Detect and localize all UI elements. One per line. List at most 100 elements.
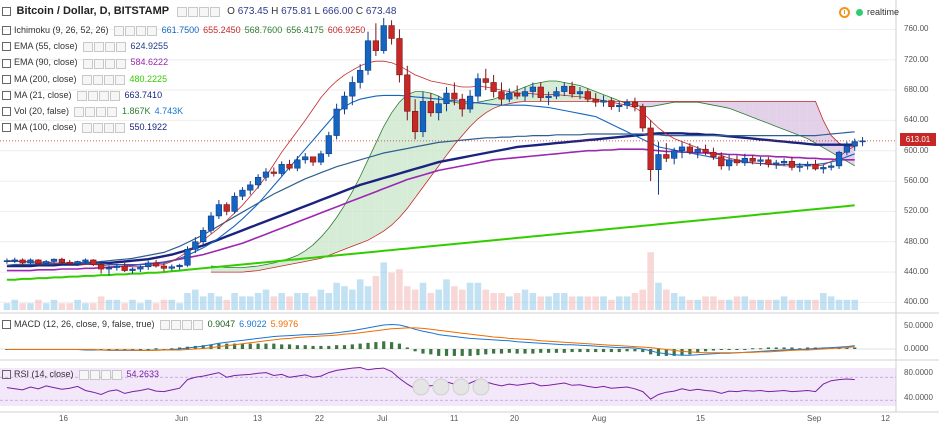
candle-body — [43, 261, 50, 265]
indicator-row[interactable]: MA (21, close) 663.7410 — [2, 89, 162, 102]
realtime-indicator[interactable]: realtime — [838, 7, 899, 19]
collapse-icon[interactable] — [2, 74, 11, 84]
indicator-value: 5.9976 — [270, 319, 299, 329]
macd-row[interactable]: MACD (12, 26, close, 9, false, true) 0.90… — [2, 318, 298, 331]
candle-body — [780, 161, 788, 164]
collapse-icon[interactable] — [2, 90, 11, 100]
indicator-buttons[interactable] — [82, 41, 127, 53]
macd-histogram-bar — [751, 348, 755, 350]
volume-bar — [490, 293, 497, 310]
cloud-segment — [642, 101, 651, 107]
cloud-segment — [705, 101, 714, 106]
candle-body — [3, 260, 11, 263]
macd-histogram-bar — [578, 349, 582, 353]
collapse-icon[interactable] — [2, 42, 11, 52]
indicator-row[interactable]: MA (200, close) 480.2225 — [2, 73, 167, 86]
indicator-buttons[interactable] — [82, 57, 127, 69]
candle-body — [302, 156, 309, 161]
macd-histogram-bar — [389, 342, 394, 349]
collapse-icon[interactable] — [2, 26, 11, 36]
candle-body — [380, 25, 387, 51]
macd-histogram-bar — [719, 349, 723, 350]
macd-histogram-bar — [350, 344, 354, 349]
candles — [3, 18, 866, 276]
indicator-buttons[interactable] — [81, 73, 126, 85]
macd-histogram-bar — [232, 343, 237, 349]
macd-histogram-bar — [264, 343, 268, 349]
cloud-segment — [799, 101, 808, 139]
indicator-row[interactable]: EMA (55, close) 624.9255 — [2, 40, 168, 53]
volume-bar — [403, 286, 411, 310]
volume-bar — [498, 293, 505, 310]
macd-histogram-bar — [295, 345, 299, 349]
volume-bar — [663, 289, 670, 310]
header-buttons[interactable] — [176, 5, 221, 19]
indicator-buttons[interactable] — [78, 369, 123, 381]
collapse-icon[interactable] — [2, 107, 11, 117]
candle-body — [317, 153, 325, 163]
volume-bar — [82, 303, 89, 310]
macd-histogram-bar — [758, 348, 763, 350]
indicator-buttons[interactable] — [113, 25, 158, 37]
macd-histogram-bar — [554, 349, 559, 353]
volume-bar — [388, 272, 395, 310]
collapse-icon[interactable] — [2, 320, 11, 330]
indicator-value: 0.9047 — [207, 319, 236, 329]
indicator-row[interactable]: EMA (90, close) 584.6222 — [2, 56, 168, 69]
volume-bar — [458, 289, 466, 310]
volume-bar — [121, 303, 128, 310]
macd-histogram-bar — [311, 345, 315, 349]
macd-histogram-bar — [853, 347, 857, 349]
candle-body — [694, 148, 701, 153]
volume-bar — [576, 296, 584, 310]
collapse-icon[interactable] — [2, 7, 11, 17]
volume-bar — [349, 289, 356, 310]
candle-body — [215, 204, 223, 217]
indicator-buttons[interactable] — [74, 106, 118, 118]
indicator-buttons[interactable] — [81, 122, 126, 134]
candle-body — [325, 135, 332, 155]
volume-bar — [129, 299, 136, 310]
macd-histogram-bar — [437, 349, 441, 356]
candle-body — [105, 267, 113, 270]
collapse-icon[interactable] — [2, 123, 11, 133]
volume-bar — [529, 293, 537, 310]
macd-histogram-bar — [146, 349, 150, 350]
volume-bar — [592, 296, 599, 310]
cloud-segment — [360, 159, 369, 244]
candle-body — [553, 91, 560, 97]
indicator-row[interactable]: Vol (20, false) 1.867K 4.743K — [2, 105, 183, 118]
cloud-segment — [791, 101, 800, 136]
cloud-segment — [368, 143, 376, 241]
collapse-icon[interactable] — [2, 370, 11, 380]
volume-bar — [262, 289, 270, 310]
volume-bar — [451, 286, 458, 310]
volume-bar — [443, 279, 450, 310]
macd-histogram-bar — [382, 341, 386, 349]
ma200-line — [6, 204, 855, 281]
volume-bar — [717, 299, 725, 310]
candle-body — [584, 91, 591, 100]
candle-body — [576, 91, 584, 95]
candle-body — [74, 261, 81, 265]
volume-bar — [765, 299, 772, 310]
indicator-buttons[interactable] — [159, 319, 204, 331]
indicator-row[interactable]: Ichimoku (9, 26, 52, 26) 661.7500 655.2450… — [2, 24, 365, 37]
volume-bar — [655, 282, 662, 310]
volume-bar — [600, 296, 607, 310]
candle-body — [647, 127, 654, 170]
cloud-segment — [658, 101, 667, 106]
volume-bar — [678, 296, 686, 310]
volume-bar — [757, 299, 764, 310]
indicator-buttons[interactable] — [76, 89, 121, 102]
collapse-icon[interactable] — [2, 58, 11, 68]
cloud-segment — [784, 101, 792, 133]
indicator-row[interactable]: MA (100, close) 550.1922 — [2, 121, 167, 134]
candle-body — [372, 40, 380, 51]
rsi-row[interactable]: RSI (14, close) 54.2633 — [2, 368, 159, 381]
candle-body — [820, 167, 827, 170]
volume-bar — [364, 286, 372, 310]
scroll-left-icon — [452, 378, 470, 396]
cloud-segment — [320, 228, 329, 259]
